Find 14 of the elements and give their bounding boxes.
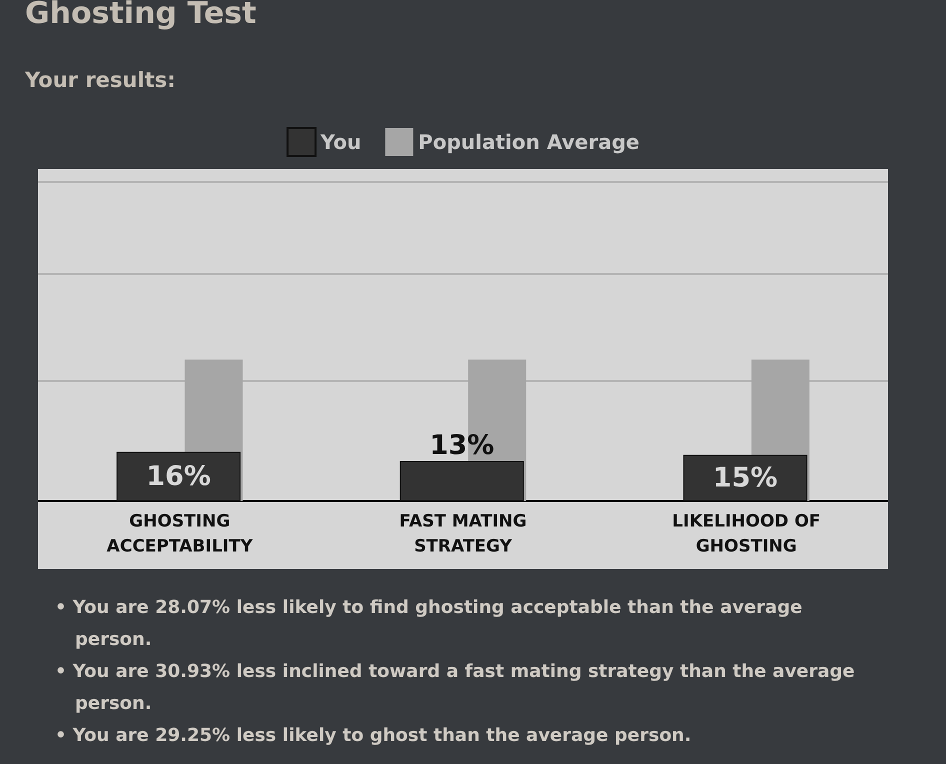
legend-label: You [320,130,362,154]
legend-label: Population Average [418,130,640,154]
data-label: 16% [146,460,211,492]
chart-subtitle: Your results: [25,68,176,92]
text: • You are 28.07% less likely to find ghosting acceptable than the average person. [55,596,804,652]
text: • You are 30.93% less inclined toward a fast mating strategy than the average person. [55,660,856,716]
text: • You are 29.25% less likely to ghost than the average person. [55,724,692,748]
bar [400,461,524,501]
x-tick-label: LIKELIHOOD OF GHOSTING [672,512,820,556]
chart-title: Ghosting Test [25,0,256,31]
x-tick-label: FAST MATING STRATEGY [399,512,527,556]
x-tick-label: GHOSTING ACCEPTABILITY [106,512,254,556]
data-label: 13% [430,430,494,462]
data-label: 15% [712,462,778,494]
